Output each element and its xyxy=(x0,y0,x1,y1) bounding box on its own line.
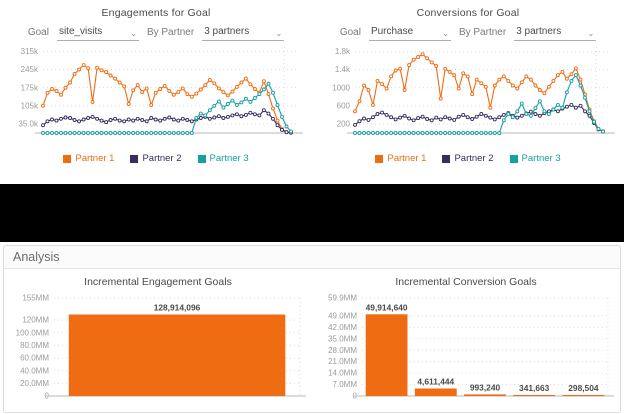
engagements-chart-title: Engagements for Goal xyxy=(101,7,211,19)
svg-text:1.8k: 1.8k xyxy=(335,47,351,56)
svg-text:14.0MM: 14.0MM xyxy=(328,369,357,378)
svg-text:80.0MM: 80.0MM xyxy=(20,341,49,350)
legend-swatch-icon xyxy=(197,154,206,163)
legend-label: Partner 1 xyxy=(75,153,115,164)
legend-item-partner-3[interactable]: Partner 3 xyxy=(509,153,561,164)
goal-label: Goal xyxy=(27,27,49,38)
by-partner-label: By Partner xyxy=(458,27,507,38)
svg-text:341,663: 341,663 xyxy=(519,383,550,393)
svg-text:105k: 105k xyxy=(21,101,39,110)
svg-text:1000: 1000 xyxy=(332,83,350,92)
svg-text:7.0MM: 7.0MM xyxy=(333,380,358,389)
legend-item-partner-1[interactable]: Partner 1 xyxy=(63,153,114,164)
incremental-engagement-panel: Incremental Engagement Goals 155MM 120MM 1… xyxy=(4,269,312,410)
svg-text:1.4k: 1.4k xyxy=(335,65,351,74)
by-partner-label: By Partner xyxy=(146,27,195,38)
top-charts-section: Engagements for Goal Goal site_visits ⌄ … xyxy=(0,0,624,184)
svg-text:35.0MM: 35.0MM xyxy=(328,334,357,343)
svg-text:28.0MM: 28.0MM xyxy=(328,346,357,355)
legend-swatch-icon xyxy=(375,154,384,163)
svg-text:59.9MM: 59.9MM xyxy=(328,294,357,303)
analysis-panel: Analysis Incremental Engagement Goals 15… xyxy=(3,245,621,413)
chevron-down-icon: ⌄ xyxy=(130,29,137,38)
svg-text:20.0MM: 20.0MM xyxy=(20,379,49,388)
svg-text:21.0MM: 21.0MM xyxy=(328,357,357,366)
svg-text:298,504: 298,504 xyxy=(568,383,599,393)
engagements-legend: Partner 1 Partner 2 Partner 3 xyxy=(0,153,312,164)
legend-swatch-icon xyxy=(63,154,72,163)
svg-text:200: 200 xyxy=(337,120,351,129)
conversions-goal-select[interactable]: Purchase ⌄ xyxy=(368,26,451,41)
svg-text:35.0k: 35.0k xyxy=(18,120,39,129)
chevron-down-icon: ⌄ xyxy=(275,29,283,38)
legend-item-partner-3[interactable]: Partner 3 xyxy=(197,153,249,164)
legend-item-partner-2[interactable]: Partner 2 xyxy=(442,153,494,164)
chevron-down-icon: ⌄ xyxy=(442,29,449,38)
svg-text:120MM: 120MM xyxy=(22,316,49,325)
svg-text:128,914,096: 128,914,096 xyxy=(154,303,201,313)
svg-text:245k: 245k xyxy=(21,65,39,74)
svg-text:40.0MM: 40.0MM xyxy=(20,366,49,375)
legend-item-partner-1[interactable]: Partner 1 xyxy=(375,153,426,164)
analysis-header: Analysis xyxy=(4,246,620,269)
legend-label: Partner 3 xyxy=(521,153,561,164)
legend-label: Partner 1 xyxy=(387,153,427,164)
conversions-goal-select-value: Purchase xyxy=(370,26,414,37)
engagements-partners-select-value: 3 partners xyxy=(204,26,250,37)
svg-text:4,611,444: 4,611,444 xyxy=(417,377,454,387)
svg-text:175k: 175k xyxy=(21,83,39,92)
svg-text:100.0MM: 100.0MM xyxy=(16,328,50,337)
legend-item-partner-2[interactable]: Partner 2 xyxy=(130,153,182,164)
svg-text:49.0MM: 49.0MM xyxy=(328,311,357,320)
analysis-charts-row: Incremental Engagement Goals 155MM 120MM 1… xyxy=(4,269,620,410)
incremental-engagement-chart-title: Incremental Engagement Goals xyxy=(84,276,232,288)
incremental-conversion-bar-chart: 59.9MM 49.0MM 42.0MM 35.0MM 28.0MM 21.0MM 14.0… xyxy=(328,294,614,401)
conversions-chart-title: Conversions for Goal xyxy=(416,7,520,19)
legend-swatch-icon xyxy=(509,154,518,163)
svg-text:60.0MM: 60.0MM xyxy=(20,354,49,363)
svg-text:315k: 315k xyxy=(21,47,39,56)
engagements-goal-select-value: site_visits xyxy=(58,26,103,37)
black-band xyxy=(0,184,624,242)
conversions-line-chart: 1.8k 1.4k 1000 600 200 xyxy=(332,47,615,135)
svg-text:42.0MM: 42.0MM xyxy=(328,323,357,332)
conversions-controls: Goal Purchase ⌄ By Partner 3 partners ⌄ xyxy=(312,23,624,41)
incremental-engagement-bar-chart: 155MM 120MM 100.0MM 80.0MM 60.0MM 40.0MM 20.0M… xyxy=(16,294,306,401)
chevron-down-icon: ⌄ xyxy=(587,29,595,38)
svg-text:993,240: 993,240 xyxy=(470,382,501,392)
legend-swatch-icon xyxy=(442,154,451,163)
legend-swatch-icon xyxy=(130,154,139,163)
engagements-controls: Goal site_visits ⌄ By Partner 3 partners… xyxy=(0,23,312,41)
engagements-line-chart: 315k 245k 175k 105k 35.0k xyxy=(18,47,303,135)
legend-label: Partner 3 xyxy=(209,153,249,164)
svg-text:155MM: 155MM xyxy=(22,294,49,303)
engagements-partners-select[interactable]: 3 partners ⌄ xyxy=(202,26,285,41)
svg-text:49,914,640: 49,914,640 xyxy=(366,302,408,312)
conversions-partners-select-value: 3 partners xyxy=(516,26,562,37)
incremental-conversion-chart-title: Incremental Conversion Goals xyxy=(395,276,537,288)
incremental-conversion-panel: Incremental Conversion Goals 59.9MM 49.0M… xyxy=(312,269,620,410)
legend-label: Partner 2 xyxy=(454,153,494,164)
conversions-legend: Partner 1 Partner 2 Partner 3 xyxy=(312,153,624,164)
engagements-panel: Engagements for Goal Goal site_visits ⌄ … xyxy=(0,0,312,184)
conversions-partners-select[interactable]: 3 partners ⌄ xyxy=(514,26,597,41)
svg-text:600: 600 xyxy=(337,101,351,110)
analysis-title: Analysis xyxy=(13,250,60,264)
goal-label: Goal xyxy=(339,27,361,38)
conversions-panel: Conversions for Goal Goal Purchase ⌄ By … xyxy=(312,0,624,184)
engagements-goal-select[interactable]: site_visits ⌄ xyxy=(56,26,139,41)
legend-label: Partner 2 xyxy=(142,153,182,164)
